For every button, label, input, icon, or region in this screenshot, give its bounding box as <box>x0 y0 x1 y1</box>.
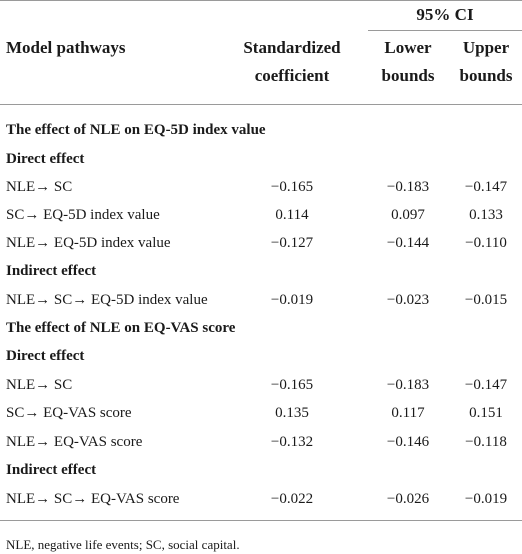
group-label: Direct effect <box>6 151 85 167</box>
row-pathway: NLE→ SC <box>6 179 73 195</box>
row-coefficient: 0.135 <box>275 405 309 421</box>
column-header-coefficient-line2: coefficient <box>254 66 330 85</box>
row-upper-bound: 0.133 <box>469 207 503 223</box>
rule-table-bottom <box>0 520 522 521</box>
rule-header-bottom <box>0 104 522 105</box>
column-header-upper-line2: bounds <box>459 66 513 85</box>
row-coefficient: −0.019 <box>270 292 314 308</box>
row-pathway: NLE→ EQ-5D index value <box>6 235 171 251</box>
row-upper-bound: −0.015 <box>464 292 508 308</box>
row-coefficient: −0.127 <box>270 235 314 251</box>
section-title: The effect of NLE on EQ-5D index value <box>6 122 266 138</box>
row-upper-bound: 0.151 <box>469 405 503 421</box>
ci-group-header: 95% CI <box>416 5 474 24</box>
rule-top <box>0 0 522 1</box>
column-header-pathway: Model pathways <box>6 38 126 57</box>
row-lower-bound: −0.183 <box>386 377 430 393</box>
row-pathway: NLE→ SC <box>6 377 73 393</box>
row-coefficient: −0.022 <box>270 491 314 507</box>
row-lower-bound: −0.023 <box>386 292 430 308</box>
row-upper-bound: −0.118 <box>465 434 507 450</box>
row-upper-bound: −0.147 <box>464 179 508 195</box>
row-lower-bound: 0.097 <box>391 207 425 223</box>
row-pathway: NLE→ SC→ EQ-VAS score <box>6 491 180 507</box>
table-footnote: NLE, negative life events; SC, social ca… <box>6 537 240 552</box>
row-lower-bound: 0.117 <box>391 405 425 421</box>
row-coefficient: −0.165 <box>270 377 314 393</box>
row-upper-bound: −0.019 <box>464 491 508 507</box>
column-header-lower-line1: Lower <box>384 38 432 57</box>
row-coefficient: 0.114 <box>275 207 309 223</box>
row-lower-bound: −0.144 <box>386 235 430 251</box>
row-pathway: SC→ EQ-VAS score <box>6 405 132 421</box>
row-pathway: NLE→ EQ-VAS score <box>6 434 143 450</box>
section-title: The effect of NLE on EQ-VAS score <box>6 320 236 336</box>
row-lower-bound: −0.146 <box>386 434 430 450</box>
row-coefficient: −0.132 <box>270 434 314 450</box>
row-pathway: NLE→ SC→ EQ-5D index value <box>6 292 208 308</box>
group-label: Indirect effect <box>6 462 97 478</box>
column-header-upper-line1: Upper <box>462 38 510 57</box>
group-label: Direct effect <box>6 348 85 364</box>
row-lower-bound: −0.183 <box>386 179 430 195</box>
column-header-coefficient-line1: Standardized <box>243 38 341 57</box>
column-header-lower-line2: bounds <box>381 66 435 85</box>
row-upper-bound: −0.110 <box>465 235 507 251</box>
row-pathway: SC→ EQ-5D index value <box>6 207 160 223</box>
row-upper-bound: −0.147 <box>464 377 508 393</box>
group-label: Indirect effect <box>6 263 97 279</box>
row-lower-bound: −0.026 <box>386 491 430 507</box>
row-coefficient: −0.165 <box>270 179 314 195</box>
rule-ci-group <box>368 30 522 31</box>
